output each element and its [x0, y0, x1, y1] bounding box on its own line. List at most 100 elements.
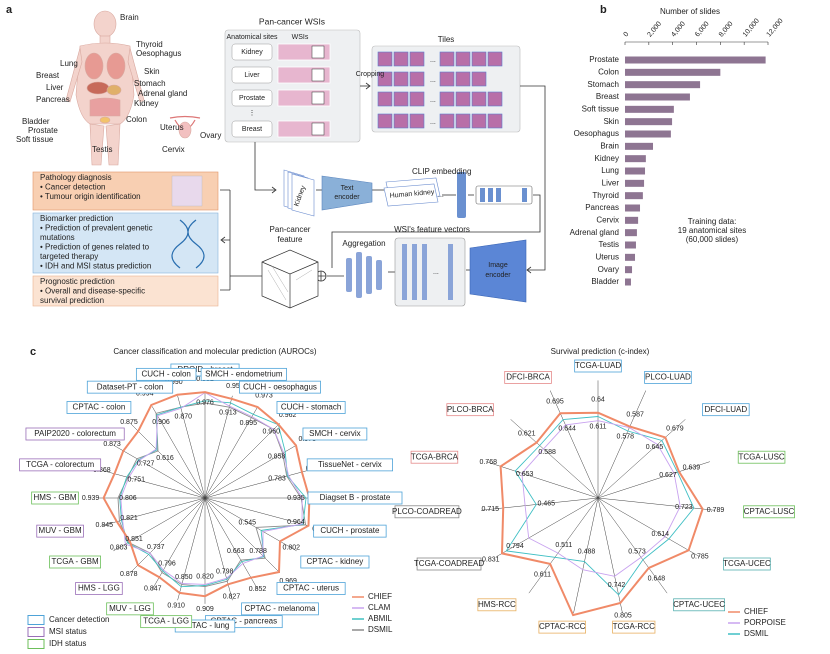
legend-label: DSMIL: [368, 625, 393, 634]
category-label: Skin: [603, 117, 619, 126]
category-label: Soft tissue: [582, 104, 620, 113]
value-label: 0.798: [216, 568, 234, 575]
value-label: 0.695: [546, 398, 564, 405]
category-label: TCGA-RCC: [613, 622, 655, 631]
category-label: Adrenal gland: [570, 228, 619, 237]
spoke: [129, 422, 206, 499]
category-box: [276, 401, 346, 414]
legend-label: CLAM: [368, 603, 391, 612]
bar: [625, 229, 637, 237]
bar: [625, 253, 636, 261]
cube: [261, 249, 319, 309]
value-label: 0.910: [167, 602, 185, 609]
spoke: [113, 444, 206, 499]
feature-label: Pan-cancer: [270, 225, 311, 234]
category-label: TCGA - GBM: [52, 557, 99, 566]
value-label: 0.573: [628, 549, 646, 556]
spoke: [204, 497, 281, 574]
body-site-label: Cervix: [162, 145, 185, 154]
category-label: CUCH - stomach: [281, 403, 341, 412]
encoder-label: Image: [488, 262, 508, 269]
spoke: [597, 390, 647, 499]
legend-box: [27, 627, 45, 637]
legend-box: [27, 615, 45, 625]
value-label: 0.645: [646, 444, 664, 451]
value-label: 0.852: [249, 586, 267, 593]
spoke: [481, 497, 599, 511]
category-label: MUV - LGG: [109, 604, 151, 613]
ellipsis: ...: [433, 269, 439, 276]
value-label: 0.648: [648, 575, 666, 582]
embed-cells: [480, 188, 527, 202]
clip-label: CLIP embedding: [412, 167, 471, 176]
category-label: Dataset-PT - colon: [97, 382, 164, 391]
category-label: CPTAC-RCC: [539, 622, 586, 631]
category-label: SMCH - cervix: [309, 429, 361, 438]
category-label: CPTAC-UCEC: [673, 600, 725, 609]
tile-grid: [377, 51, 503, 129]
value-label: 0.783: [268, 476, 286, 483]
radar-line: [505, 416, 695, 596]
spoke: [177, 395, 206, 499]
category-label: Lung: [601, 166, 619, 175]
body-site-label: Brain: [120, 13, 139, 22]
category-label: Thyroid: [592, 191, 619, 200]
ellipsis: ...: [430, 77, 436, 84]
category-label: TCGA-LUAD: [575, 361, 621, 370]
body-site-label: Colon: [126, 115, 147, 124]
tiles-box: [371, 45, 521, 133]
body-site-label: Pancreas: [36, 95, 70, 104]
body-site-label: Uterus: [160, 123, 184, 132]
value-label: 0.868: [93, 467, 111, 474]
value-label: 0.847: [144, 585, 162, 592]
encoder-label: encoder: [334, 194, 360, 201]
chart-title: Number of slides: [660, 7, 720, 16]
category-label: CPTAC - uterus: [283, 584, 339, 593]
bar: [625, 142, 654, 150]
panel-letter: c: [30, 346, 36, 358]
body-site-label: Liver: [46, 83, 64, 92]
category-label: CPTAC - melanoma: [245, 604, 317, 613]
panel-a-art: a: [6, 4, 546, 309]
annotation: 19 anatomical sites: [678, 226, 746, 235]
bar: [625, 216, 639, 224]
value-label: 0.794: [506, 543, 524, 550]
clip-vector: [457, 172, 466, 218]
wsi-title: Pan-cancer WSIs: [259, 16, 325, 26]
spoke: [510, 419, 599, 499]
feature-label: WSI's feature vectors: [394, 225, 470, 234]
spoke: [496, 497, 599, 558]
x-tick-label: 12,000: [766, 17, 785, 38]
value-label: 0.873: [103, 441, 121, 448]
category-box: [36, 524, 84, 538]
value-label: 0.976: [196, 399, 214, 406]
category-label: Brain: [600, 141, 619, 150]
category-label: CPTAC - kidney: [307, 557, 364, 566]
bar: [625, 118, 673, 126]
category-label: CUCH - colon: [142, 369, 191, 378]
x-tick-label: 2,000: [646, 20, 663, 38]
encoder-label: Text: [341, 185, 354, 192]
spoke: [204, 406, 259, 499]
category-label: Colon: [598, 67, 619, 76]
bar: [625, 266, 633, 274]
value-label: 0.805: [614, 613, 632, 620]
value-label: 0.827: [223, 594, 241, 601]
value-label: 0.913: [219, 409, 237, 416]
bar: [625, 155, 646, 163]
category-label: Cervix: [596, 215, 619, 224]
site-label: Kidney: [241, 49, 263, 56]
task-line: • Prediction of genes related to: [40, 243, 150, 252]
value-label: 0.488: [578, 549, 596, 556]
value-label: 0.878: [120, 571, 138, 578]
task-line: • IDH and MSI status prediction: [40, 262, 151, 271]
value-label: 0.611: [534, 571, 551, 578]
category-box: [49, 555, 101, 569]
value-label: 0.588: [538, 449, 556, 456]
body-site-label: Stomach: [134, 79, 166, 88]
category-label: Bladder: [591, 277, 619, 286]
site-label: ⋮: [249, 110, 256, 117]
category-box: [19, 458, 102, 472]
category-box: [723, 557, 771, 571]
category-box: [574, 359, 622, 373]
